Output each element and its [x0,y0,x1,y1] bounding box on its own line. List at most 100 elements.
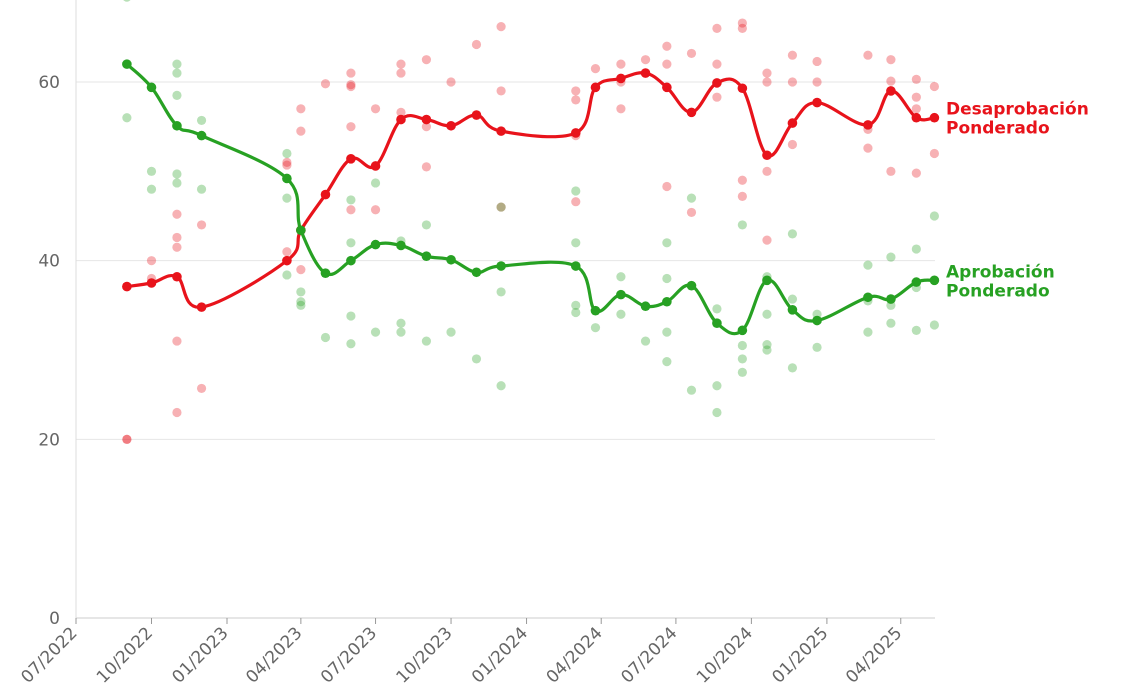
poll-dot [662,357,672,367]
series-point [122,59,132,69]
series-point [196,130,207,141]
series-point [146,82,157,93]
series-point [662,82,672,93]
series-point [296,225,306,236]
series-end-labels: DesaprobaciónPonderadoAprobaciónPonderad… [946,100,1089,302]
poll-dot [787,50,798,60]
poll-dot [320,332,331,343]
poll-dot [737,367,747,377]
x-tick-label: 10/2024 [693,623,757,687]
poll-dot [762,309,772,319]
series-point [282,173,292,184]
series-point [346,154,356,164]
series-point [640,301,651,312]
poll-dot [762,77,772,87]
poll-dot [296,104,306,114]
series-point [421,114,432,125]
poll-dot [396,327,406,337]
poll-dot [590,64,601,74]
series-point [787,305,798,315]
poll-dot [172,169,182,179]
poll-dot [712,92,722,102]
poll-dot [496,381,506,391]
series-point [686,280,697,291]
series-point [570,261,581,271]
poll-dot [346,81,356,92]
poll-dot [346,311,356,321]
poll-dot [122,113,132,123]
poll-dot [396,107,406,117]
series-label: Ponderado [946,281,1050,301]
poll-dot [370,104,381,114]
series-point [196,302,207,312]
series-point [812,97,822,108]
poll-dot [571,95,581,105]
poll-dot [571,300,581,310]
poll-dot [762,68,772,78]
poll-dot [496,86,506,96]
poll-dot [911,92,921,102]
x-tick-label: 10/2023 [392,623,456,687]
poll-dot [282,148,292,159]
poll-dot [640,336,651,346]
series-point [346,255,356,266]
poll-dot [886,252,896,262]
series-point [863,120,873,130]
poll-dot [787,363,798,373]
poll-dot [296,265,306,275]
poll-dot [282,193,292,203]
poll-dot [737,191,747,201]
poll-dot [496,22,506,32]
poll-dot [616,272,626,282]
poll-dot [590,323,601,333]
series-point [396,240,406,251]
poll-dot [370,327,381,337]
poll-dot [929,148,940,159]
poll-dot [787,77,798,87]
poll-dot [172,68,182,78]
poll-dot [737,175,747,185]
poll-dot [571,197,581,207]
poll-dot [196,115,207,126]
x-tick-label: 07/2024 [617,623,681,687]
y-tick-label: 0 [49,609,60,629]
series-point [320,268,331,278]
poll-dot [787,229,798,239]
poll-dot [122,434,132,444]
poll-dot [346,80,356,90]
series-point [762,150,772,161]
x-tick-label: 04/2023 [242,623,306,687]
x-tick-label: 04/2025 [842,623,906,687]
series-point [396,114,406,125]
poll-dot [421,122,432,132]
x-tick-label: 01/2025 [768,623,832,687]
poll-dot [886,166,896,176]
poll-dot [662,273,672,284]
poll-dot [421,220,432,230]
series-point [590,305,601,316]
x-tick-label: 04/2024 [543,623,607,687]
poll-dot [886,55,896,65]
poll-dot [496,287,506,297]
poll-dot [196,184,207,194]
poll-dot [296,126,306,136]
poll-dot [762,345,772,355]
poll-dot [346,205,356,215]
poll-dot [812,77,822,87]
series-point [616,73,626,84]
poll-dot [712,304,722,314]
poll-dot [346,339,356,349]
poll-dot [172,59,182,69]
poll-dot [172,90,182,100]
y-tick-label: 20 [38,430,60,450]
poll-dot [296,300,306,310]
poll-dot [146,184,157,194]
poll-dot [320,79,331,89]
poll-dot [282,160,292,170]
poll-dot [762,235,772,245]
poll-dot [172,232,182,243]
series-point [496,126,506,136]
series-point [370,161,381,171]
poll-dot [911,104,921,114]
poll-dot [282,247,292,257]
